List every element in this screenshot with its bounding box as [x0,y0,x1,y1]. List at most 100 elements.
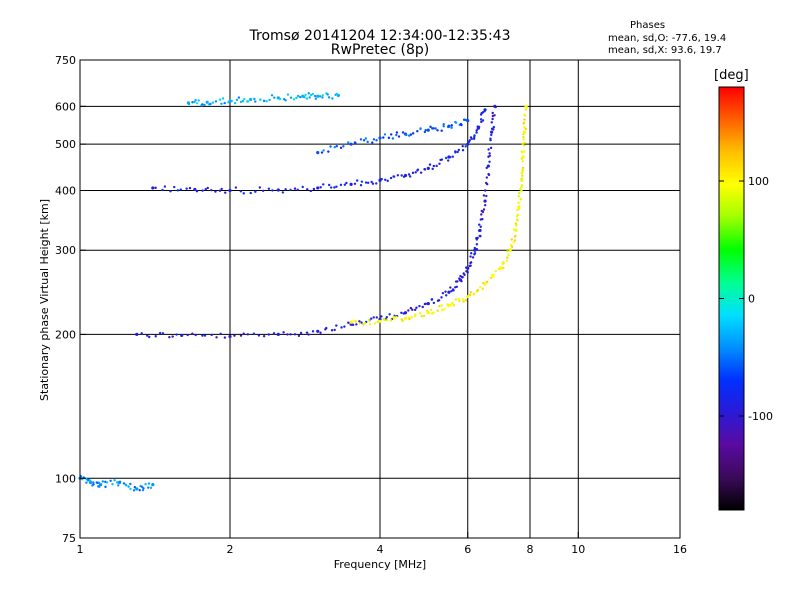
y-tick-label: 200 [55,328,76,341]
data-point [259,98,262,101]
data-point [478,228,482,233]
data-point [191,332,194,335]
data-point [454,150,457,153]
data-point [441,291,445,295]
data-point [296,188,299,191]
data-point [400,174,403,177]
data-point [486,164,490,168]
data-point [426,128,430,132]
data-point [400,311,403,314]
data-point [98,485,101,489]
data-point [370,180,373,184]
data-point [440,296,443,299]
data-point [422,314,426,318]
data-point [311,92,314,96]
data-point [214,190,217,193]
data-point [371,141,374,144]
data-point [397,135,401,138]
data-point [403,173,408,178]
data-point [389,133,393,136]
data-point [475,247,479,251]
data-point [163,185,167,188]
data-point [349,320,353,324]
data-point [161,188,164,192]
data-point [363,322,367,325]
data-point [519,197,523,201]
data-point [343,183,347,186]
data-point [510,238,513,241]
data-point [366,181,370,185]
data-point [401,319,404,323]
data-point [210,333,213,337]
data-point [460,123,463,127]
data-point [488,152,491,155]
data-point [273,96,276,99]
data-point [307,92,310,95]
data-point [286,93,290,96]
data-point [447,124,451,128]
data-point [109,479,112,482]
data-point [419,127,422,130]
data-point [485,280,489,284]
data-point [454,298,458,301]
data-point [429,125,432,129]
data-point [392,315,395,319]
data-point [205,100,209,104]
data-point [521,174,524,177]
data-point [505,259,509,262]
data-point [466,142,470,146]
data-point [435,164,438,168]
data-point [442,125,445,128]
data-point [489,276,493,279]
data-point [233,334,236,337]
data-point [509,247,512,251]
data-point [461,149,465,152]
data-point [195,190,199,193]
data-point [335,144,339,148]
data-point [426,166,430,170]
data-point [396,174,400,177]
data-point [440,158,444,161]
data-point [188,186,192,190]
data-point [289,333,292,336]
data-point [309,189,312,193]
data-point [471,256,475,259]
data-point [479,234,482,238]
data-point [451,301,454,305]
data-point [313,94,317,98]
data-point [430,298,434,301]
data-point [210,188,213,192]
data-point [460,279,463,283]
data-point [373,322,377,325]
data-point [299,331,303,335]
data-point [286,333,289,336]
data-point [466,119,470,123]
data-point [520,171,524,175]
data-point [354,141,357,145]
data-point [469,261,473,264]
data-point [289,96,293,99]
data-point [385,316,389,319]
data-point [333,328,336,332]
data-point [320,151,324,154]
data-point [487,173,491,177]
data-point [267,333,270,336]
data-point [295,96,298,100]
data-point [206,186,209,190]
data-point [293,187,297,190]
data-point [149,486,153,490]
data-point [104,485,107,489]
data-point [421,305,424,309]
data-point [520,184,524,187]
chart-subtitle: RwPretec (8p) [330,42,430,58]
y-tick-label: 600 [55,100,76,113]
data-point [487,148,490,151]
data-point [414,313,417,316]
data-point [521,160,524,163]
data-point [520,178,524,182]
data-point [432,127,435,130]
data-point [364,137,368,140]
data-point [193,187,197,192]
data-point [482,194,486,197]
data-point [419,171,423,174]
